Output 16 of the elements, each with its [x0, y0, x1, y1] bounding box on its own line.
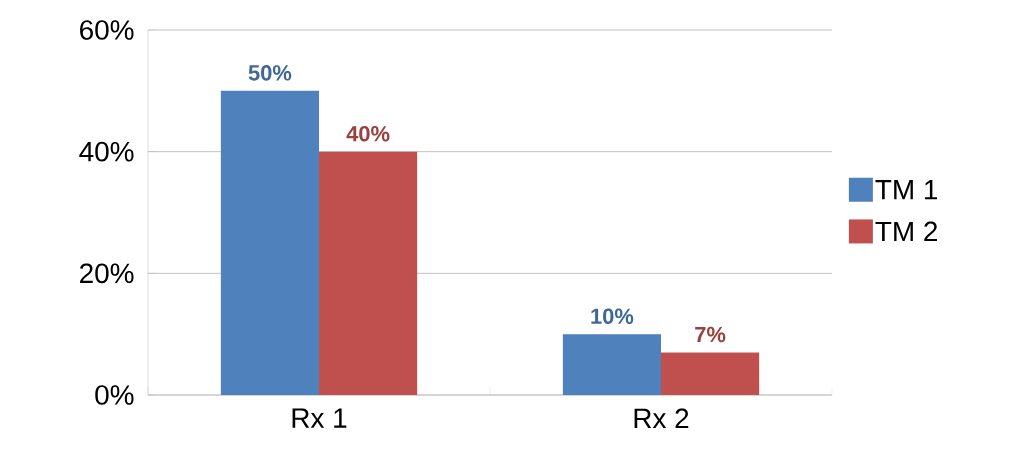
- y-tick-label: 60%: [80, 20, 134, 40]
- legend-label: TM 1: [875, 180, 938, 200]
- bar: [220, 90, 319, 395]
- y-tick-label: 0%: [95, 385, 134, 405]
- x-tick-label: Rx 2: [634, 408, 689, 428]
- bar: [319, 151, 418, 395]
- x-tick-label: Rx 1: [292, 408, 347, 428]
- y-tick-label: 20%: [80, 263, 134, 284]
- data-label: 10%: [591, 308, 634, 324]
- bar: [661, 352, 760, 395]
- bar: [562, 334, 662, 395]
- y-tick-label: 40%: [79, 141, 134, 162]
- data-label: 40%: [346, 125, 390, 142]
- data-label: 7%: [695, 326, 726, 343]
- data-label: 50%: [248, 65, 292, 81]
- legend-label: TM 2: [875, 221, 937, 242]
